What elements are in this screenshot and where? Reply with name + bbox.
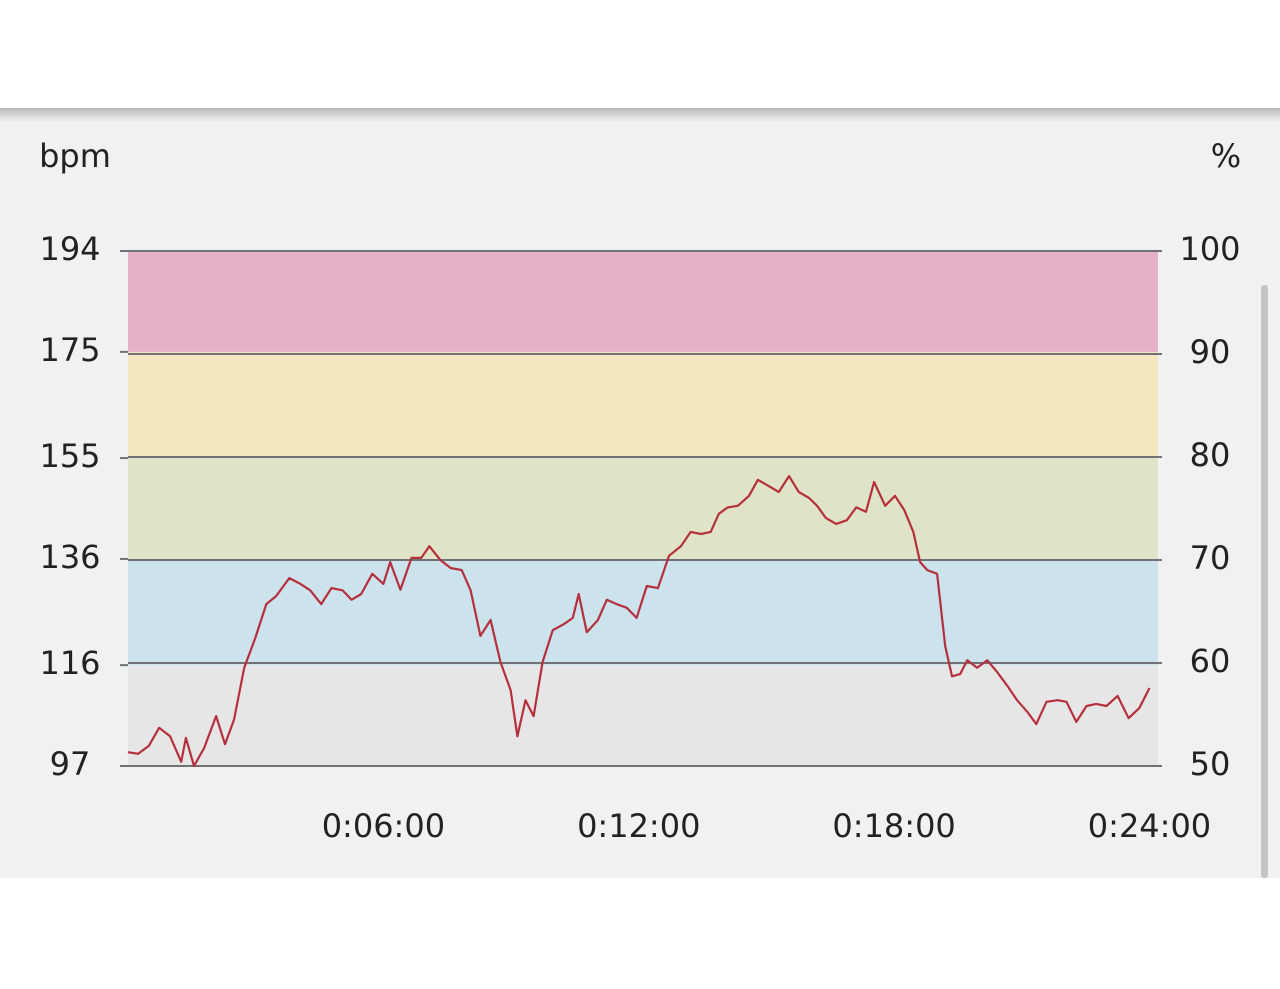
y2-tick-label: 60 <box>1190 642 1231 680</box>
grid <box>120 250 1162 767</box>
y2-tick-label: 50 <box>1190 745 1231 783</box>
marks <box>127 475 1151 768</box>
y2-tick-label: 80 <box>1190 436 1231 474</box>
labels: 97 116 136 155 175 194 50 60 70 80 90 100 0:06:00 0:1… <box>39 230 1240 845</box>
y-tick-label: 155 <box>39 437 100 475</box>
y-tick-label: 194 <box>39 230 100 268</box>
zone-band <box>128 251 1158 352</box>
y2-tick-label: 100 <box>1179 230 1240 268</box>
y-tick-label: 97 <box>50 745 91 783</box>
y-tick-label: 175 <box>39 331 100 369</box>
y2-axis-title: % <box>1211 137 1241 175</box>
x-tick-label: 0:18:00 <box>832 807 955 845</box>
y2-tick-label: 90 <box>1190 333 1231 371</box>
zones <box>128 251 1158 766</box>
y-axis-title: bpm <box>39 137 111 175</box>
scrollbar[interactable] <box>1261 285 1268 878</box>
zone-band <box>128 558 1158 666</box>
zone-band <box>128 458 1158 559</box>
heart-rate-line <box>127 475 1151 768</box>
panel-shadow <box>0 108 1280 122</box>
y-tick-label: 136 <box>39 538 100 576</box>
zone-band <box>128 665 1158 766</box>
x-tick-label: 0:06:00 <box>322 807 445 845</box>
x-tick-label: 0:12:00 <box>577 807 700 845</box>
y-tick-label: 116 <box>39 644 100 682</box>
x-tick-label: 0:24:00 <box>1088 807 1211 845</box>
y2-tick-label: 70 <box>1190 539 1231 577</box>
zone-band <box>128 351 1158 459</box>
